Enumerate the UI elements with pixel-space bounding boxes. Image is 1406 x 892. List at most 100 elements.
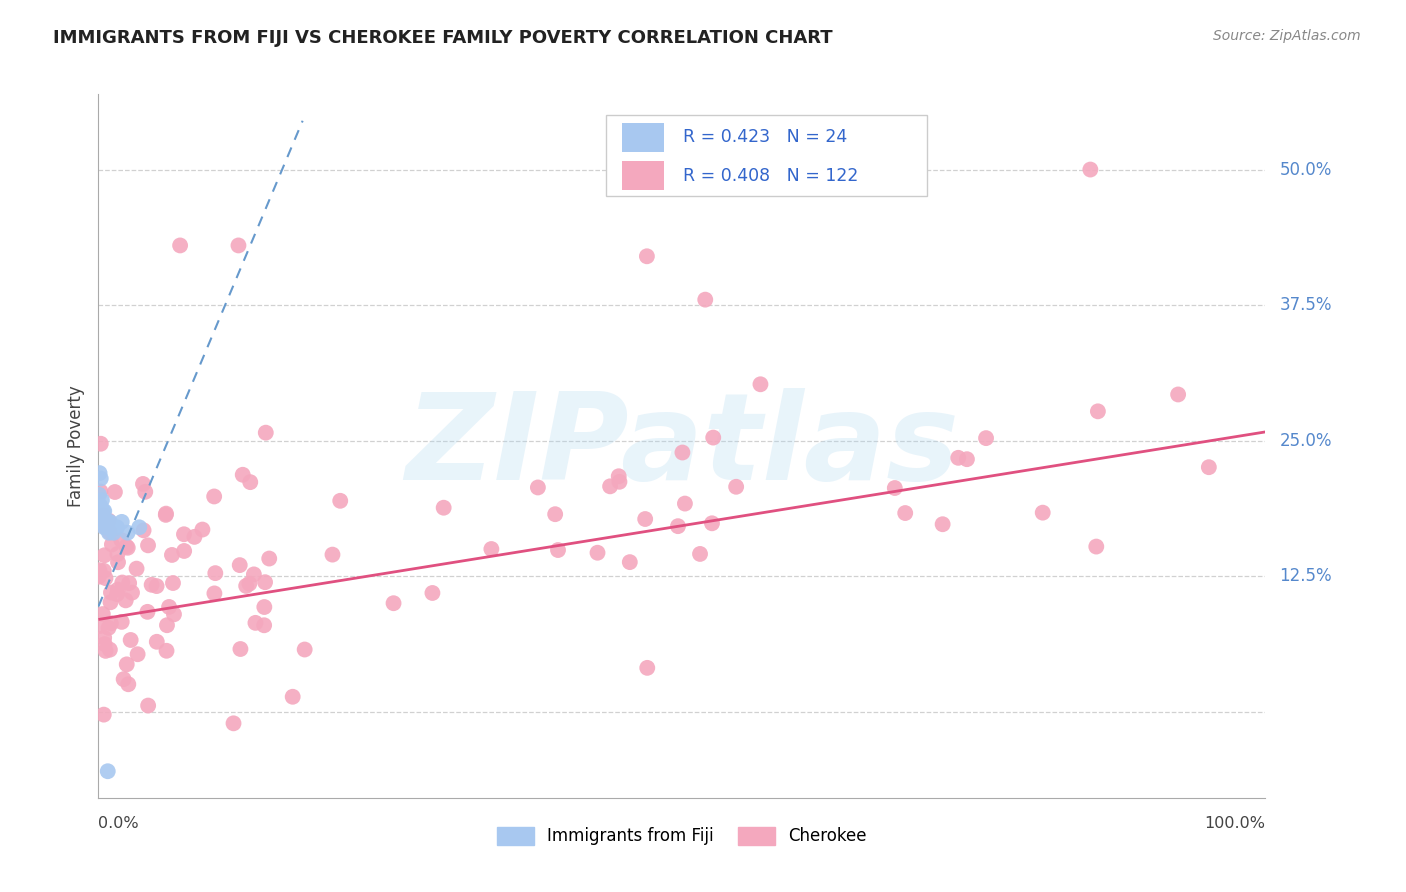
Point bbox=[160, 548, 183, 562]
Y-axis label: Family Poverty: Family Poverty bbox=[66, 385, 84, 507]
Point bbox=[121, 585, 143, 599]
Point bbox=[253, 618, 276, 632]
Point bbox=[94, 571, 117, 585]
Point bbox=[948, 450, 970, 465]
Point bbox=[254, 425, 277, 440]
Point bbox=[89, 504, 111, 518]
Point bbox=[136, 538, 159, 552]
Point bbox=[1198, 460, 1220, 475]
Point bbox=[666, 519, 689, 533]
Point bbox=[155, 507, 177, 521]
Point bbox=[93, 707, 115, 722]
Point bbox=[157, 599, 180, 614]
Point bbox=[183, 530, 205, 544]
Bar bbox=[623, 161, 665, 190]
Point bbox=[155, 508, 177, 522]
Point bbox=[89, 466, 111, 480]
Point bbox=[98, 642, 121, 657]
Point bbox=[101, 537, 124, 551]
Point bbox=[111, 515, 134, 529]
Point bbox=[155, 644, 177, 658]
Point bbox=[120, 632, 142, 647]
Point bbox=[634, 512, 657, 526]
Point bbox=[98, 525, 121, 540]
Point bbox=[117, 677, 139, 691]
Point bbox=[673, 497, 696, 511]
Point bbox=[134, 484, 156, 499]
Text: R = 0.423   N = 24: R = 0.423 N = 24 bbox=[683, 128, 848, 146]
Text: Source: ZipAtlas.com: Source: ZipAtlas.com bbox=[1213, 29, 1361, 44]
Point bbox=[125, 561, 148, 575]
Point bbox=[141, 578, 163, 592]
Point bbox=[229, 642, 252, 657]
Point bbox=[281, 690, 304, 704]
Point bbox=[527, 480, 550, 494]
Text: 12.5%: 12.5% bbox=[1279, 567, 1331, 585]
Point bbox=[173, 544, 195, 558]
Point bbox=[94, 520, 117, 534]
Point bbox=[96, 520, 118, 534]
Point bbox=[93, 504, 115, 518]
Point bbox=[112, 672, 135, 686]
Point bbox=[91, 508, 114, 523]
Point bbox=[586, 546, 609, 560]
Point bbox=[689, 547, 711, 561]
Point bbox=[93, 520, 115, 534]
Point bbox=[749, 377, 772, 392]
Point bbox=[253, 600, 276, 615]
Point bbox=[111, 575, 134, 590]
Point bbox=[93, 631, 115, 645]
Point bbox=[173, 527, 195, 541]
Text: ZIPatlas: ZIPatlas bbox=[405, 387, 959, 505]
Point bbox=[100, 585, 122, 599]
Point bbox=[619, 555, 641, 569]
Point bbox=[89, 499, 111, 513]
Point bbox=[156, 618, 179, 632]
Point bbox=[100, 520, 122, 534]
Point bbox=[146, 634, 169, 648]
Point bbox=[202, 586, 225, 600]
Point bbox=[94, 644, 117, 658]
Text: 100.0%: 100.0% bbox=[1205, 816, 1265, 831]
Point bbox=[97, 515, 120, 529]
Point bbox=[98, 515, 121, 529]
Point bbox=[1167, 387, 1189, 401]
Point bbox=[90, 509, 112, 524]
Point bbox=[243, 567, 266, 582]
Point bbox=[100, 616, 122, 631]
Point bbox=[132, 524, 155, 538]
Point bbox=[107, 582, 129, 597]
Legend: Immigrants from Fiji, Cherokee: Immigrants from Fiji, Cherokee bbox=[491, 820, 873, 852]
Point bbox=[1087, 404, 1109, 418]
Point bbox=[202, 490, 225, 504]
Point bbox=[700, 516, 723, 531]
Point bbox=[110, 533, 132, 547]
Point bbox=[97, 514, 120, 528]
FancyBboxPatch shape bbox=[606, 115, 927, 196]
Point bbox=[87, 488, 110, 502]
Text: 37.5%: 37.5% bbox=[1279, 296, 1331, 314]
Point bbox=[544, 507, 567, 521]
Point bbox=[232, 467, 254, 482]
Point bbox=[91, 607, 114, 621]
Point bbox=[238, 576, 260, 591]
Point bbox=[115, 657, 138, 672]
Point bbox=[329, 493, 352, 508]
Point bbox=[1080, 162, 1102, 177]
Point bbox=[169, 238, 191, 252]
Point bbox=[117, 525, 139, 540]
Point bbox=[145, 579, 167, 593]
Point bbox=[321, 548, 343, 562]
Text: IMMIGRANTS FROM FIJI VS CHEROKEE FAMILY POVERTY CORRELATION CHART: IMMIGRANTS FROM FIJI VS CHEROKEE FAMILY … bbox=[53, 29, 832, 47]
Point bbox=[245, 615, 267, 630]
Point bbox=[702, 431, 724, 445]
Text: 0.0%: 0.0% bbox=[98, 816, 139, 831]
Point bbox=[599, 479, 621, 493]
Point bbox=[636, 661, 658, 675]
Point bbox=[883, 481, 905, 495]
Point bbox=[1032, 506, 1054, 520]
Point bbox=[93, 637, 115, 651]
Point bbox=[636, 249, 658, 263]
Point bbox=[103, 525, 125, 540]
Point bbox=[422, 586, 444, 600]
